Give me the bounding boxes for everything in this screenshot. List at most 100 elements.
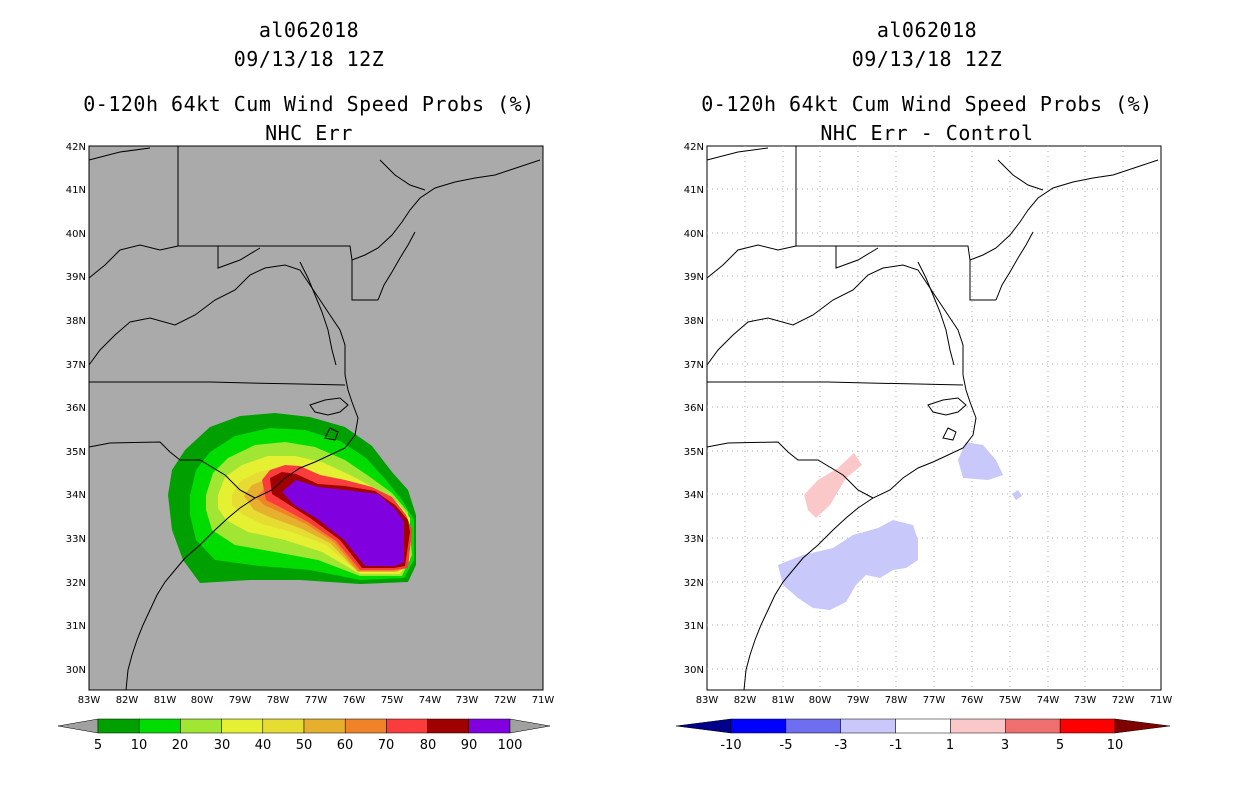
coastline [969, 159, 1159, 261]
coastline [299, 261, 337, 366]
lon-label: 75W [999, 695, 1022, 706]
lat-label: 36N [66, 403, 86, 414]
chart-subtitle: NHC Err - Control [820, 121, 1034, 145]
colorbar-label: 30 [214, 738, 231, 753]
lon-axis: 83W 82W 81W 80W 79W 78W 77W 76W 75W 74W … [78, 695, 555, 706]
colorbar-cell [950, 718, 1006, 734]
state-border-line [217, 246, 261, 269]
lat-label: 35N [66, 447, 86, 458]
lon-label: 71W [532, 695, 555, 706]
colorbar-cell [180, 718, 222, 734]
state-border-line [379, 159, 426, 191]
storm-id: al062018 [258, 18, 360, 42]
lon-label: 71W [1150, 695, 1173, 706]
colorbar-right: -10 -5 -3 -1 1 3 5 10 [675, 718, 1171, 753]
positive-diff-area [804, 453, 862, 518]
colorbar-end-left [57, 718, 99, 734]
colorbar-label: 5 [1056, 738, 1064, 753]
lat-label: 41N [684, 185, 704, 196]
negative-diff-area [1012, 490, 1022, 500]
lon-label: 81W [154, 695, 177, 706]
lon-label: 74W [1037, 695, 1060, 706]
lat-axis: 42N 41N 40N 39N 38N 37N 36N 35N 34N 33N … [684, 142, 704, 676]
lon-axis: 83W 82W 81W 80W 79W 78W 77W 76W 75W 74W … [696, 695, 1173, 706]
storm-id: al062018 [876, 18, 978, 42]
map-background [88, 145, 544, 691]
colorbar-label: -3 [835, 738, 848, 753]
lat-label: 41N [66, 185, 86, 196]
lat-label: 40N [66, 229, 86, 240]
lat-label: 38N [66, 316, 86, 327]
lat-label: 38N [684, 316, 704, 327]
state-border-line [88, 147, 151, 161]
lon-label: 77W [923, 695, 946, 706]
lat-label: 36N [684, 403, 704, 414]
colorbar-left: 5 10 20 30 40 50 60 70 80 90 100 [57, 718, 551, 753]
lat-axis: 42N 41N 40N 39N 38N 37N 36N 35N 34N 33N … [66, 142, 86, 676]
colorbar-cell [895, 718, 951, 734]
colorbar-end-right [1114, 718, 1171, 734]
lon-label: 82W [734, 695, 757, 706]
colorbar-cell [730, 718, 787, 734]
colorbar-label: -10 [720, 738, 741, 753]
right-panel: al062018 09/13/18 12Z 0-120h 64kt Cum Wi… [618, 0, 1236, 800]
map-svg-left: 42N 41N 40N 39N 38N 37N 36N 35N 34N 33N … [57, 142, 555, 753]
lon-label: 80W [191, 695, 214, 706]
colorbar-cell [138, 718, 181, 734]
colorbar-end-right [509, 718, 551, 734]
state-border-line [706, 441, 874, 499]
colorbar-label: 60 [337, 738, 354, 753]
coastline [995, 231, 1034, 301]
state-border-line [997, 159, 1044, 191]
negative-diff-area [778, 520, 918, 610]
colorbar-cell [97, 718, 140, 734]
lat-label: 31N [684, 621, 704, 632]
grid-lines [707, 146, 1161, 690]
coastline [351, 159, 541, 261]
state-border-line [177, 146, 378, 301]
lat-label: 34N [66, 490, 86, 501]
colorbar-cell [386, 718, 428, 734]
lat-label: 37N [66, 360, 86, 371]
map-coastlines [88, 146, 541, 691]
colorbar-label: 40 [255, 738, 272, 753]
colorbar-label: 80 [420, 738, 437, 753]
map-svg-right: 42N 41N 40N 39N 38N 37N 36N 35N 34N 33N … [675, 142, 1173, 753]
colorbar-label: 90 [461, 738, 478, 753]
colorbar-label: 3 [1001, 738, 1009, 753]
colorbar-labels: -10 -5 -3 -1 1 3 5 10 [720, 738, 1123, 753]
colorbar-cell [785, 718, 841, 734]
colorbar-label: 50 [296, 738, 313, 753]
lat-label: 33N [66, 534, 86, 545]
lon-label: 81W [772, 695, 795, 706]
lon-label: 73W [456, 695, 479, 706]
coastline [377, 231, 416, 301]
colorbar-label: 70 [378, 738, 395, 753]
state-border-line [707, 381, 964, 386]
colorbar-label: 1 [946, 738, 954, 753]
state-border-line [88, 264, 346, 375]
colorbar-cell [262, 718, 305, 734]
state-border-line [88, 244, 179, 279]
colorbar-labels: 5 10 20 30 40 50 60 70 80 90 100 [94, 738, 523, 753]
lat-label: 30N [66, 665, 86, 676]
colorbar-cells [730, 718, 1116, 734]
lon-label: 72W [494, 695, 517, 706]
chart-subtitle: NHC Err [265, 121, 353, 145]
colorbar-label: 100 [498, 738, 523, 753]
lat-label: 32N [684, 578, 704, 589]
colorbar-cell [1059, 718, 1116, 734]
colorbar-label: 10 [1107, 738, 1124, 753]
left-panel: al062018 09/13/18 12Z 0-120h 64kt Cum Wi… [57, 18, 555, 753]
colorbar-cell [303, 718, 346, 734]
coastline [927, 397, 967, 416]
lon-label: 72W [1112, 695, 1135, 706]
lon-label: 80W [809, 695, 832, 706]
state-border-line [706, 147, 769, 161]
coastline [743, 374, 977, 691]
lon-label: 73W [1074, 695, 1097, 706]
state-border-line [89, 381, 346, 386]
lat-label: 39N [684, 272, 704, 283]
lat-label: 34N [684, 490, 704, 501]
colorbar-cells [97, 718, 511, 734]
